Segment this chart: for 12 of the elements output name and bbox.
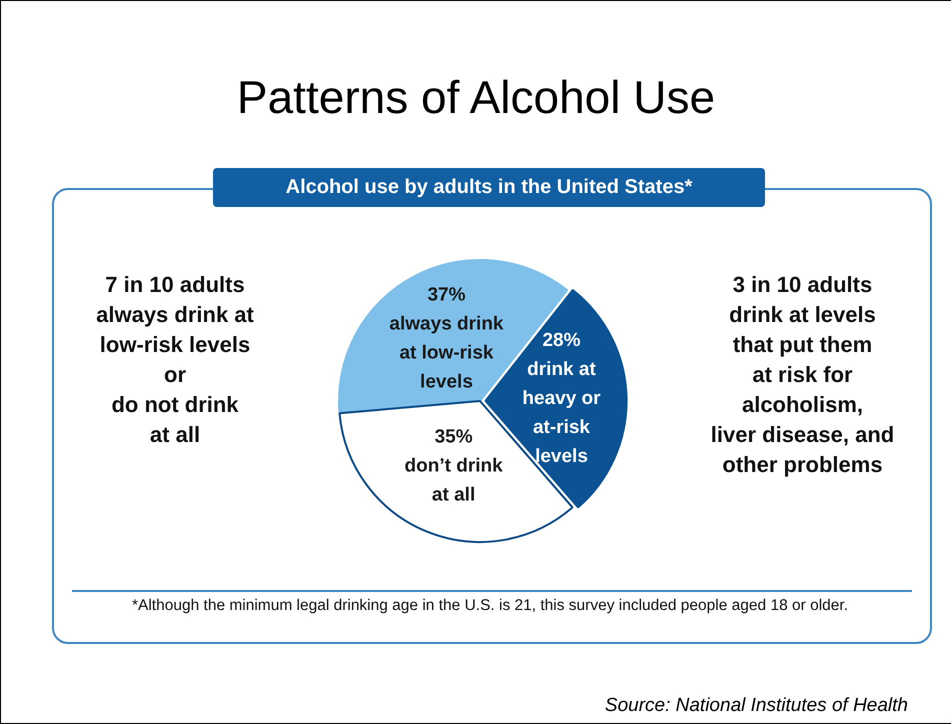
- chart-title: Patterns of Alcohol Use: [236, 70, 716, 124]
- slice-label: always drink at low-risk levels: [389, 314, 504, 393]
- source-note: Source: National Institutes of Health: [604, 695, 908, 717]
- chart-subtitle: Alcohol use by adults in the United States*: [213, 168, 765, 207]
- data-label: 28%: [542, 330, 581, 352]
- slice-label: don’t drink at all: [404, 456, 504, 506]
- text: 3 in 10 adults drink at levels that put them at risk for alcoholism, liver disease, and other problems: [710, 271, 896, 479]
- text: *Although the minimum legal drinking age in the U.S. is 21, this survey included people aged 18 or older.: [130, 597, 849, 615]
- data-label: 37%: [427, 284, 466, 306]
- text: 7 in 10 adults always drink at low-risk levels or do not drink at all: [95, 271, 255, 449]
- slice-label: drink at heavy or at-risk levels: [522, 359, 602, 468]
- data-label: 35%: [434, 426, 473, 448]
